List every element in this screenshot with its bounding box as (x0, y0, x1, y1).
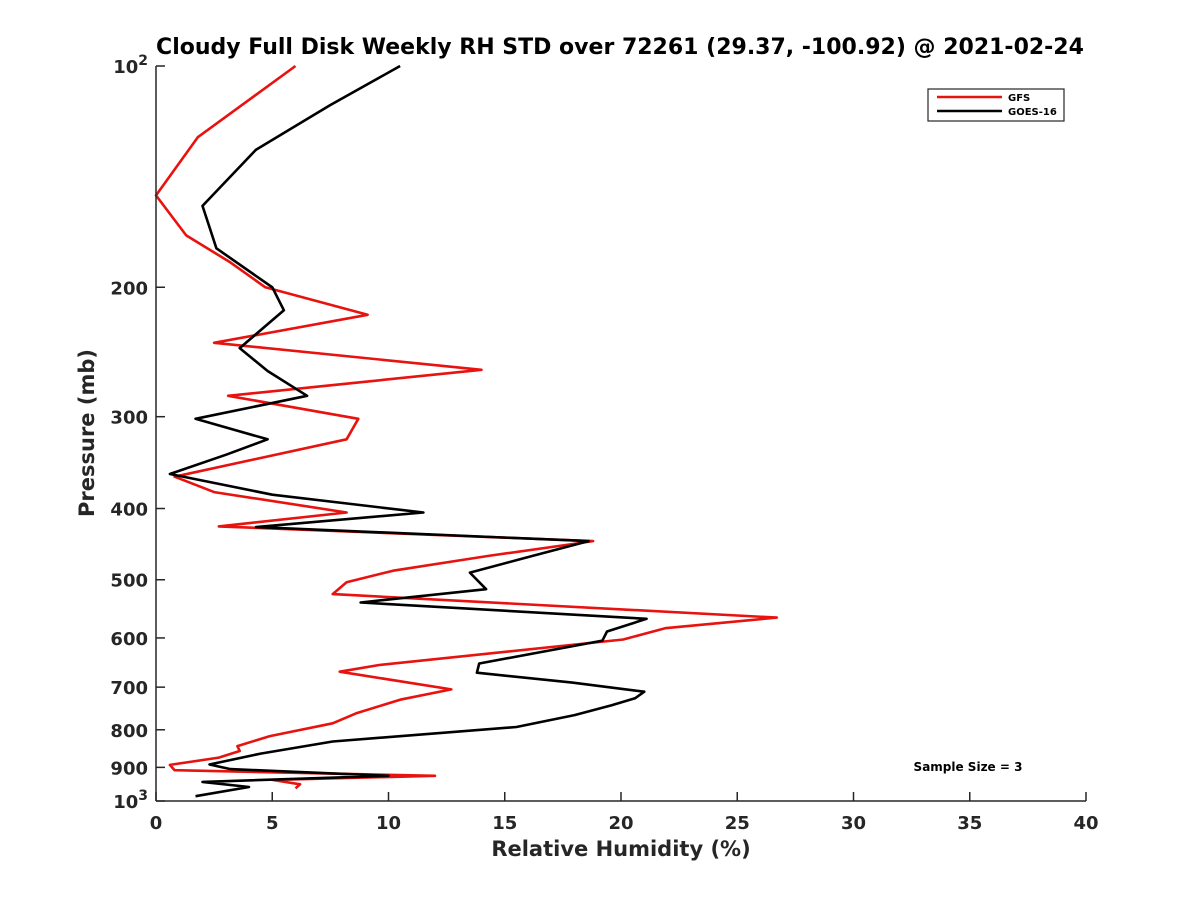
series-group (154, 64, 779, 798)
x-axis-label: Relative Humidity (%) (491, 837, 750, 861)
x-tick-label: 35 (957, 813, 982, 834)
legend: GFS GOES-16 (927, 88, 1065, 122)
series-line-goes16 (168, 64, 648, 798)
x-tick-label: 5 (266, 813, 279, 834)
y-tick-label: 600 (110, 629, 148, 650)
y-ticks: 102 200 300 400 500 600 700 800 900 103 (110, 53, 165, 813)
y-tick-label: 102 (113, 53, 148, 78)
y-tick-label: 300 (110, 408, 148, 429)
series-line-gfs (154, 64, 779, 790)
axes (155, 66, 1086, 802)
x-tick-label: 40 (1073, 813, 1098, 834)
x-tick-label: 0 (150, 813, 163, 834)
sample-size-annotation: Sample Size = 3 (914, 760, 1023, 774)
x-tick-label: 20 (608, 813, 633, 834)
chart-title: Cloudy Full Disk Weekly RH STD over 7226… (156, 35, 1084, 60)
y-tick-label: 500 (110, 571, 148, 592)
x-ticks: 0 5 10 15 20 25 30 35 40 (150, 792, 1099, 834)
y-tick-label: 200 (110, 278, 148, 299)
y-tick-label: 700 (110, 678, 148, 699)
y-tick-label: 900 (110, 758, 148, 779)
y-tick-label: 800 (110, 721, 148, 742)
legend-label-gfs: GFS (1008, 93, 1030, 104)
legend-label-goes16: GOES-16 (1008, 107, 1057, 118)
y-tick-label: 400 (110, 500, 148, 521)
y-tick-label: 103 (113, 788, 148, 813)
x-tick-label: 15 (492, 813, 517, 834)
x-tick-label: 10 (376, 813, 401, 834)
legend-box (927, 88, 1065, 122)
y-axis-label: Pressure (mb) (75, 349, 99, 517)
x-tick-label: 30 (841, 813, 866, 834)
x-tick-label: 25 (725, 813, 750, 834)
